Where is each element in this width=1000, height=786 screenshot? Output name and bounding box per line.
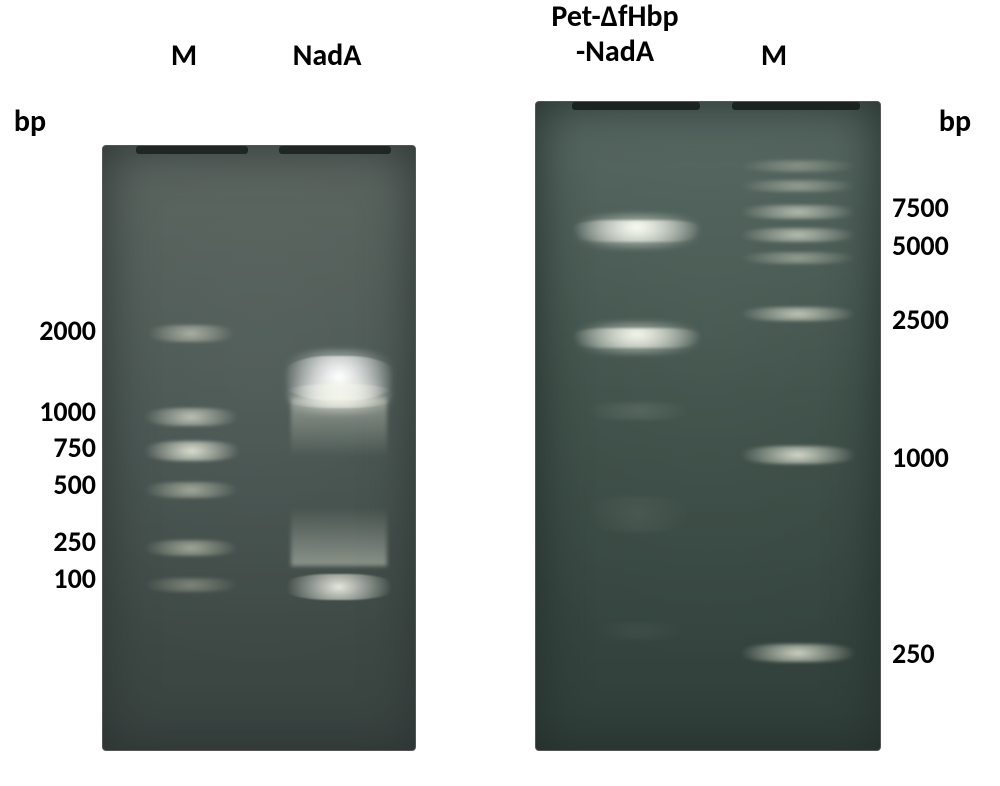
marker-band: [139, 578, 243, 592]
marker-band: [143, 325, 239, 342]
marker-band: [734, 307, 862, 321]
marker-band: [734, 446, 862, 464]
marker-label: 500: [0, 467, 96, 502]
marker-band: [734, 228, 862, 242]
marker-label: 1000: [0, 394, 96, 429]
marker-band: [734, 160, 862, 172]
sample-band: [568, 328, 707, 348]
sample-band-faint: [580, 402, 696, 420]
lane-labels-row: M NadA Pet-ΔfHbp -NadA M: [0, 0, 1000, 95]
marker-label: 2500: [892, 302, 992, 337]
marker-label: 750: [0, 430, 96, 465]
gel-right: [535, 101, 881, 751]
marker-label: 250: [0, 524, 96, 559]
lane-well: [279, 146, 391, 154]
marker-label: 1000: [892, 440, 992, 475]
marker-band: [139, 441, 245, 461]
gel-left: [102, 145, 416, 751]
bp-unit-left: bp: [0, 103, 60, 140]
lane-well: [136, 146, 248, 154]
marker-band: [139, 540, 243, 556]
marker-band: [734, 252, 862, 264]
marker-label: 100: [0, 561, 96, 596]
marker-band: [139, 482, 243, 498]
marker-band: [734, 205, 862, 219]
marker-label: 5000: [892, 228, 992, 263]
sample-band: [567, 220, 706, 242]
bp-unit-right: bp: [925, 103, 985, 140]
sample-band: [279, 384, 399, 408]
marker-label: 2000: [0, 313, 96, 348]
lane-well: [572, 102, 700, 110]
sample-band: [281, 574, 397, 600]
lane-label-NadA: NadA: [267, 39, 387, 74]
figure: M NadA Pet-ΔfHbp -NadA M bp bp 200010007…: [0, 0, 1000, 786]
marker-label: 250: [892, 636, 992, 671]
marker-band: [734, 644, 862, 662]
marker-band: [139, 408, 243, 426]
lane-label-M-right: M: [744, 39, 804, 74]
sample-band-faint: [580, 496, 696, 532]
lane-well: [732, 102, 860, 110]
sample-smear: [291, 398, 387, 566]
marker-band: [734, 180, 862, 192]
sample-band-faint: [586, 622, 692, 640]
marker-label: 7500: [892, 190, 992, 225]
lane-label-M-left: M: [154, 39, 214, 74]
lane-label-Pet: Pet-ΔfHbp -NadA: [515, 0, 715, 69]
